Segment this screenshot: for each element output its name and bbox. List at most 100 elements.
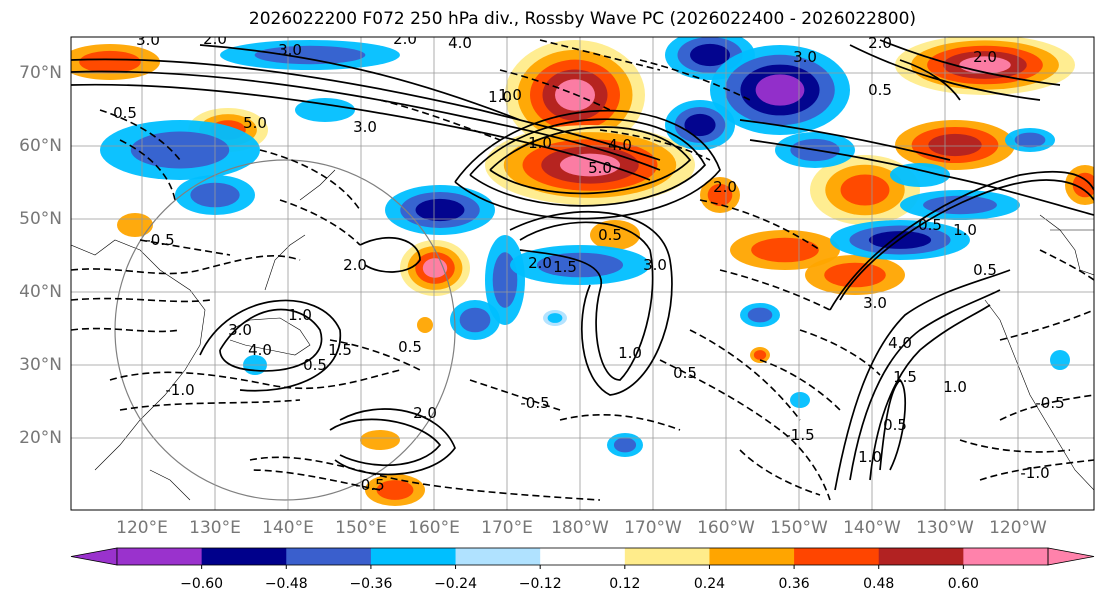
contour-positive	[899, 59, 961, 101]
contour-label: 3.0	[136, 31, 160, 49]
contour-negative	[249, 456, 601, 501]
divergence-shading	[690, 43, 730, 67]
contour-positive	[199, 299, 341, 392]
longitude-label: 170°E	[481, 518, 533, 538]
contour-negative	[469, 379, 561, 411]
contour-positive	[199, 44, 521, 121]
contour-negative	[659, 359, 831, 501]
contour-negative	[71, 255, 301, 275]
contour-label: 3.0	[228, 321, 252, 339]
divergence-shading	[254, 45, 366, 65]
colorbar-extend-high	[1047, 547, 1095, 566]
contour-label: -1.0	[1020, 464, 1049, 482]
contour-positive	[219, 308, 323, 372]
contour-negative	[999, 309, 1094, 341]
divergence-shading	[1072, 172, 1094, 198]
contour-positive	[869, 304, 991, 481]
contour-negative	[719, 269, 831, 311]
contour-label: 0.5	[113, 104, 137, 122]
divergence-shading	[923, 195, 997, 215]
contour-positive	[469, 118, 707, 207]
contour-positive	[839, 179, 1094, 301]
divergence-shading	[560, 153, 620, 177]
contour-label: 0.5	[883, 416, 907, 434]
contour-label: 2.0	[868, 34, 892, 52]
colorbar-tick-label: −0.60	[180, 576, 224, 592]
colorbar-tick-label: 0.36	[778, 576, 810, 592]
colorbar-segment	[878, 548, 964, 565]
latitude-label: 20°N	[19, 428, 62, 448]
coastline	[264, 234, 306, 291]
divergence-shading	[684, 113, 716, 137]
contour-label: 0.5	[598, 226, 622, 244]
divergence-shading	[890, 163, 950, 187]
contour-positive	[739, 119, 951, 161]
contour-label: 2.0	[343, 256, 367, 274]
contour-label: 2.0	[713, 178, 737, 196]
contour-label: -0.5	[355, 476, 384, 494]
colorbar-tick-label: 0.12	[609, 576, 641, 592]
contour-label: 3.0	[793, 48, 817, 66]
contour-label: -0.5	[145, 231, 174, 249]
contour-negative	[499, 69, 611, 111]
contour-negative	[259, 149, 361, 211]
coastline	[229, 317, 311, 356]
latitude-label: 30°N	[19, 355, 62, 375]
contour-negative	[329, 339, 421, 371]
longitude-label: 180°W	[551, 518, 609, 538]
contour-positive	[849, 289, 1001, 481]
colorbar-segment	[540, 548, 626, 565]
latitude-label: 40°N	[19, 282, 62, 302]
contour-label: 3.0	[278, 41, 302, 59]
contour-negative	[689, 329, 801, 421]
colorbar-segment	[709, 548, 795, 565]
contour-label: 3.0	[643, 256, 667, 274]
divergence-shading	[360, 430, 400, 450]
divergence-shading	[1014, 132, 1046, 148]
contour-label: 4.0	[608, 136, 632, 154]
contour-positive	[454, 109, 721, 220]
contour-label: 2.0	[528, 254, 552, 272]
coastline	[299, 169, 336, 201]
contour-negative	[109, 369, 401, 390]
contour-negative	[379, 99, 501, 141]
divergence-shading	[790, 392, 810, 408]
colorbar-tick-label: −0.12	[518, 576, 562, 592]
colorbar-tick-label: −0.48	[264, 576, 308, 592]
contour-label: -0.5	[520, 394, 549, 412]
contour-negative	[559, 414, 681, 431]
latitude-label: 60°N	[19, 136, 62, 156]
contour-label: 1.5	[328, 341, 352, 359]
contour-label: 0.5	[868, 81, 892, 99]
latitude-label: 70°N	[19, 63, 62, 83]
contour-positive	[329, 418, 442, 467]
contour-negative	[1039, 249, 1094, 281]
contour-positive	[334, 408, 456, 476]
divergence-shading	[79, 50, 141, 74]
divergence-shading	[840, 174, 890, 206]
longitude-label: 120°W	[989, 518, 1047, 538]
contour-positive	[879, 378, 906, 471]
divergence-shading	[751, 237, 819, 263]
reference-circle	[114, 159, 456, 501]
contour-negative	[119, 399, 301, 411]
coastline	[984, 299, 1094, 491]
contour-negative	[979, 459, 1094, 481]
divergence-shading	[459, 307, 491, 333]
contour-label: 1.0	[288, 306, 312, 324]
divergence-shading	[130, 131, 230, 169]
contour-negative	[99, 109, 181, 161]
contour-label: -1.0	[165, 381, 194, 399]
contour-negative	[639, 59, 751, 101]
contour-label: 1.5	[893, 368, 917, 386]
colorbar-tick-label: 0.24	[693, 576, 726, 592]
divergence-shading	[415, 198, 465, 222]
contour-negative	[119, 139, 176, 201]
contour-negative	[699, 199, 821, 251]
contour-negative	[739, 449, 821, 496]
divergence-shading	[376, 480, 414, 500]
contour-label: 1.0	[498, 86, 522, 104]
contour-positive	[71, 83, 651, 181]
